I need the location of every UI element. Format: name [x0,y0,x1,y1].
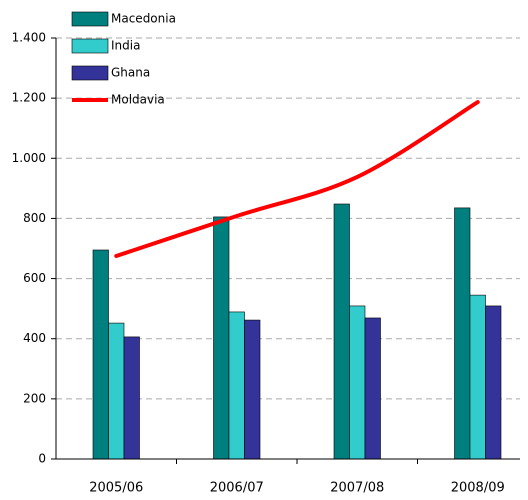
grid [56,37,520,400]
legend-swatch [71,38,109,54]
y-tick-label: 800 [23,211,46,225]
y-tick-label: 1.200 [12,91,46,105]
x-tick-label: 2008/09 [451,481,505,496]
x-tick-label: 2005/06 [89,481,143,496]
y-tick-label: 1.000 [12,151,46,165]
line [114,100,480,259]
bar [485,305,502,460]
y-tick-label: 600 [23,271,46,285]
bar [349,305,366,460]
bar [364,317,381,460]
legend-swatch [71,65,109,81]
x-tick-label: 2006/07 [210,481,264,496]
bar [228,311,245,460]
bar [333,203,350,460]
legend-label: India [111,39,140,53]
y-tick-label: 0 [38,452,46,466]
legend-label: Macedonia [111,12,176,26]
y-tick-label: 1.400 [12,31,46,45]
marks [92,100,502,460]
legend-label: Ghana [111,66,150,80]
bar [92,249,109,460]
y-tick-label: 400 [23,331,46,345]
bar [123,336,140,460]
bar [108,322,125,460]
y-tick-label: 200 [23,391,46,405]
legend-label: Moldavia [111,93,165,107]
legend-swatch [71,11,109,27]
x-tick-label: 2007/08 [330,481,384,496]
bar [244,319,261,460]
bar [213,216,230,460]
bar [454,207,471,460]
bar [469,294,486,460]
